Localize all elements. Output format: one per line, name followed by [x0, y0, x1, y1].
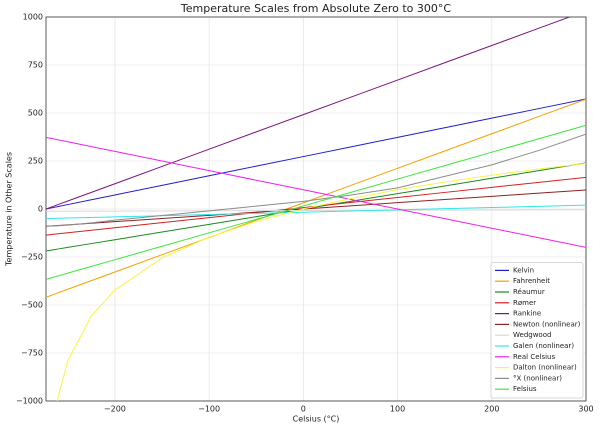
y-tick-label: 500	[28, 109, 43, 118]
series-line	[46, 17, 571, 210]
legend-label: °X (nonlinear)	[513, 374, 562, 382]
y-tick-label: −1000	[16, 397, 43, 406]
y-tick-label: 250	[28, 157, 43, 166]
series-line	[46, 98, 586, 210]
legend-label: Rankine	[513, 310, 541, 318]
legend-label: Real Celsius	[513, 353, 555, 361]
x-axis-label: Celsius (°C)	[293, 415, 340, 424]
legend-label: Kelvin	[513, 266, 534, 274]
series-line	[46, 209, 586, 212]
y-tick-label: −250	[21, 253, 43, 262]
y-tick-label: 750	[28, 61, 43, 70]
y-tick-label: −750	[21, 349, 43, 358]
series-line	[57, 162, 586, 401]
x-tick-label: 0	[301, 405, 306, 414]
legend-label: Galen (nonlinear)	[513, 342, 574, 350]
legend-label: Rømer	[513, 299, 536, 307]
y-tick-label: 1000	[23, 13, 43, 22]
series-line	[46, 176, 586, 236]
legend-label: Wedgwood	[513, 331, 551, 339]
legend-label: Dalton (nonlinear)	[513, 364, 577, 372]
series-line	[46, 189, 586, 227]
series-line	[46, 204, 586, 220]
y-tick-label: 0	[38, 205, 43, 214]
legend-label: Newton (nonlinear)	[513, 320, 581, 328]
x-tick-label: −200	[104, 405, 126, 414]
legend-label: Felsius	[513, 385, 537, 393]
x-tick-label: 300	[578, 405, 593, 414]
series-line	[46, 162, 586, 252]
x-tick-label: −100	[198, 405, 220, 414]
y-axis-label: Temperature in Other Scales	[5, 152, 14, 267]
x-tick-label: 100	[390, 405, 405, 414]
legend-label: Fahrenheit	[513, 277, 550, 285]
chart-title: Temperature Scales from Absolute Zero to…	[180, 2, 452, 15]
series-line	[46, 124, 586, 280]
legend-box	[490, 261, 584, 399]
legend-label: Réaumur	[513, 288, 545, 296]
legend: Kelvin Fahrenheit Réaumur Rømer Rankine Newto…	[490, 261, 584, 399]
series-line	[46, 133, 586, 227]
y-tick-label: −500	[21, 301, 43, 310]
x-tick-label: 200	[484, 405, 499, 414]
series-line	[46, 136, 586, 248]
